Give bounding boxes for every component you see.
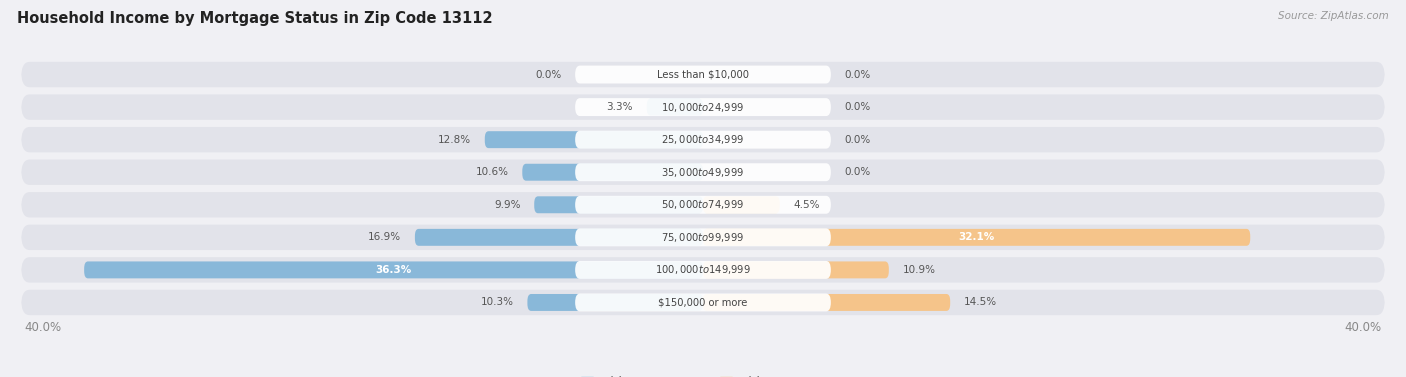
FancyBboxPatch shape: [527, 294, 703, 311]
Text: Source: ZipAtlas.com: Source: ZipAtlas.com: [1278, 11, 1389, 21]
FancyBboxPatch shape: [575, 294, 831, 311]
Text: 3.3%: 3.3%: [606, 102, 633, 112]
Text: Household Income by Mortgage Status in Zip Code 13112: Household Income by Mortgage Status in Z…: [17, 11, 492, 26]
FancyBboxPatch shape: [534, 196, 703, 213]
Text: $150,000 or more: $150,000 or more: [658, 297, 748, 308]
Text: 40.0%: 40.0%: [1344, 321, 1382, 334]
Text: 9.9%: 9.9%: [494, 200, 520, 210]
Text: 32.1%: 32.1%: [959, 232, 994, 242]
FancyBboxPatch shape: [21, 94, 1385, 120]
FancyBboxPatch shape: [575, 228, 831, 246]
FancyBboxPatch shape: [21, 159, 1385, 185]
Text: $75,000 to $99,999: $75,000 to $99,999: [661, 231, 745, 244]
FancyBboxPatch shape: [575, 163, 831, 181]
Text: 12.8%: 12.8%: [439, 135, 471, 145]
Text: 4.5%: 4.5%: [793, 200, 820, 210]
Legend: Without Mortgage, With Mortgage: Without Mortgage, With Mortgage: [581, 376, 825, 377]
FancyBboxPatch shape: [703, 261, 889, 278]
FancyBboxPatch shape: [21, 225, 1385, 250]
Text: $50,000 to $74,999: $50,000 to $74,999: [661, 198, 745, 211]
Text: 0.0%: 0.0%: [845, 69, 870, 80]
FancyBboxPatch shape: [575, 66, 831, 83]
Text: 0.0%: 0.0%: [845, 135, 870, 145]
Text: 14.5%: 14.5%: [965, 297, 997, 308]
Text: 10.6%: 10.6%: [475, 167, 509, 177]
FancyBboxPatch shape: [21, 192, 1385, 218]
FancyBboxPatch shape: [21, 290, 1385, 315]
FancyBboxPatch shape: [703, 196, 780, 213]
Text: 10.3%: 10.3%: [481, 297, 513, 308]
FancyBboxPatch shape: [485, 131, 703, 148]
FancyBboxPatch shape: [703, 294, 950, 311]
FancyBboxPatch shape: [21, 62, 1385, 87]
FancyBboxPatch shape: [575, 261, 831, 279]
Text: 16.9%: 16.9%: [368, 232, 401, 242]
Text: 0.0%: 0.0%: [845, 102, 870, 112]
FancyBboxPatch shape: [84, 261, 703, 278]
FancyBboxPatch shape: [703, 229, 1250, 246]
Text: 0.0%: 0.0%: [845, 167, 870, 177]
Text: $10,000 to $24,999: $10,000 to $24,999: [661, 101, 745, 113]
FancyBboxPatch shape: [415, 229, 703, 246]
Text: $25,000 to $34,999: $25,000 to $34,999: [661, 133, 745, 146]
Text: Less than $10,000: Less than $10,000: [657, 69, 749, 80]
Text: 36.3%: 36.3%: [375, 265, 412, 275]
FancyBboxPatch shape: [647, 99, 703, 116]
FancyBboxPatch shape: [21, 127, 1385, 152]
FancyBboxPatch shape: [575, 98, 831, 116]
FancyBboxPatch shape: [575, 196, 831, 214]
Text: $35,000 to $49,999: $35,000 to $49,999: [661, 166, 745, 179]
FancyBboxPatch shape: [21, 257, 1385, 283]
Text: 0.0%: 0.0%: [536, 69, 561, 80]
FancyBboxPatch shape: [575, 131, 831, 149]
FancyBboxPatch shape: [522, 164, 703, 181]
Text: 10.9%: 10.9%: [903, 265, 935, 275]
Text: 40.0%: 40.0%: [24, 321, 62, 334]
Text: $100,000 to $149,999: $100,000 to $149,999: [655, 264, 751, 276]
